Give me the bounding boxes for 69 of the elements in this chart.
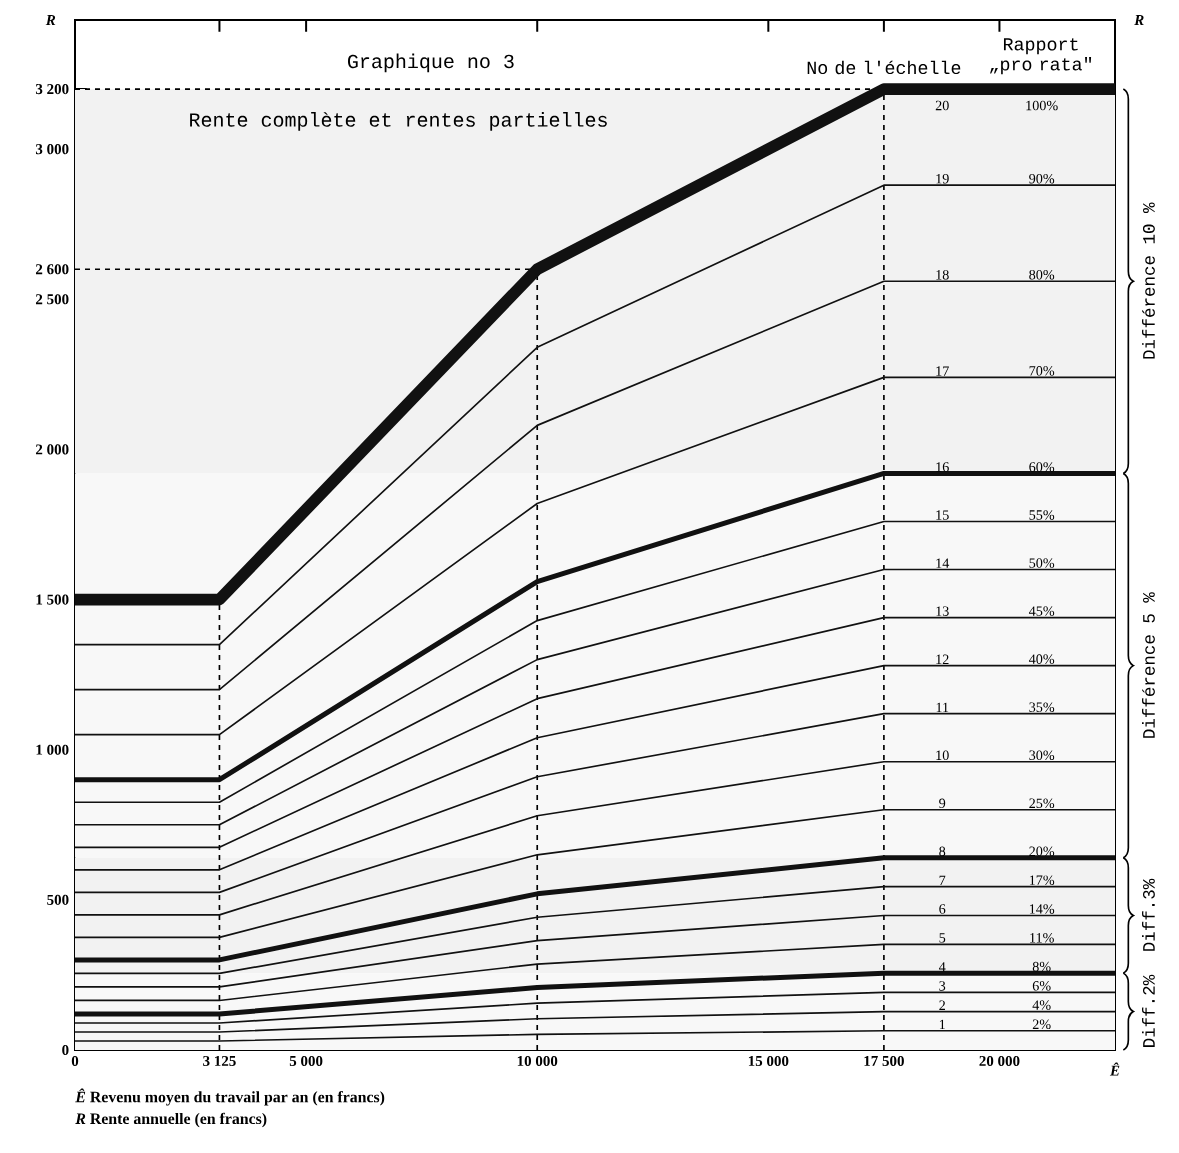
annotation: 50%	[1029, 558, 1055, 568]
text: R Rente annuelle (en francs)	[75, 1112, 267, 1128]
x-tick-label: 17 500	[864, 1055, 904, 1067]
y-tick-label: 500	[47, 894, 69, 905]
y-tick-label: 0	[62, 1044, 69, 1056]
annotation: 4%	[1032, 1000, 1051, 1010]
text: Graphique no 3	[348, 53, 514, 73]
series-label: 15	[936, 510, 949, 520]
annotation: 6%	[1032, 981, 1051, 991]
text: Rente complète et rentes partielles	[190, 112, 607, 131]
y-tick-label: 3 000	[35, 144, 69, 155]
annotation: 2%	[1032, 1019, 1051, 1030]
band-label: Diff.3%	[1142, 878, 1155, 951]
series-label: 18	[936, 270, 949, 280]
y-tick-label: 2 500	[35, 294, 69, 305]
series-label: 9	[939, 798, 946, 809]
series-label: 10	[936, 750, 949, 761]
y-tick-label: 2 600	[35, 264, 69, 275]
annotation: 80%	[1029, 269, 1055, 280]
x-tick-label: 20 000	[979, 1055, 1020, 1067]
x-tick-label: 5 000	[289, 1055, 323, 1067]
series-label: 5	[939, 933, 946, 943]
x-tick-label: 0	[71, 1055, 79, 1067]
annotation: 11%	[1030, 933, 1054, 943]
annotation: 60%	[1029, 462, 1055, 472]
annotation: 70%	[1029, 366, 1055, 376]
series-label: 3	[939, 981, 946, 991]
annotation: 100%	[1026, 100, 1058, 111]
annotation: 40%	[1028, 654, 1055, 664]
series-label: 13	[936, 606, 949, 616]
annotation: 30%	[1029, 750, 1055, 761]
annotation: 90%	[1029, 173, 1055, 184]
series-label: 2	[939, 1000, 945, 1010]
x-axis-title: Ê Revenu moyen du travail par an (en francs)	[75, 1088, 385, 1106]
series-label: 8	[939, 846, 946, 857]
series-label: 16	[936, 462, 949, 472]
text: Ê	[1109, 1062, 1120, 1076]
series-label: 14	[936, 558, 950, 568]
band-label: Différence 5 %	[1142, 592, 1155, 738]
y-tick-label: 1 000	[36, 744, 69, 755]
series-label: 12	[936, 654, 949, 664]
x-tick-label: 3 125	[203, 1055, 236, 1066]
band-label: Diff.2%	[1142, 974, 1155, 1047]
band-label: Différence 10 %	[1142, 202, 1155, 359]
series-label: 19	[936, 173, 949, 184]
annotation: 14%	[1029, 904, 1055, 914]
annotation: 8%	[1032, 961, 1051, 972]
series-label: 20	[935, 100, 949, 111]
annotation: No de l'échelle	[807, 60, 961, 75]
y-tick-label: 3 200	[35, 83, 69, 95]
annotation: 55%	[1029, 510, 1055, 520]
series-label: 11	[936, 702, 949, 713]
series-label: 4	[938, 962, 946, 972]
y-tick-label: 1 500	[36, 594, 69, 605]
text: R	[1134, 15, 1144, 25]
x-tick-label: 15 000	[748, 1055, 789, 1067]
annotation: 45%	[1028, 606, 1055, 616]
series-label: 6	[939, 904, 946, 914]
annotation: 20%	[1029, 846, 1055, 857]
annotation: 17%	[1029, 875, 1055, 885]
x-tick-label: 10 000	[517, 1055, 558, 1067]
y-tick-label: 2 000	[35, 444, 69, 455]
annotation: 25%	[1029, 798, 1055, 809]
series-label: 7	[939, 875, 946, 885]
annotation: 35%	[1029, 702, 1055, 712]
series-label: 17	[936, 366, 949, 376]
series-label: 1	[939, 1019, 945, 1030]
annotation: Rapport „pro rata"	[990, 38, 1092, 75]
text: R	[45, 15, 56, 25]
